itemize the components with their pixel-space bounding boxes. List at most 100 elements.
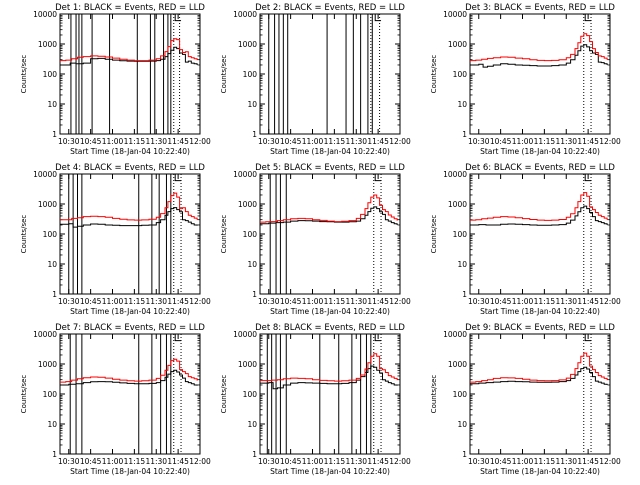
plot-frame [469, 13, 611, 135]
y-tick-label: 10000 [443, 330, 467, 339]
y-tick-label: 10 [247, 260, 257, 269]
x-tick-label: 10:45 [280, 137, 302, 146]
y-tick-label: 1000 [238, 40, 257, 49]
series-events-line [260, 206, 398, 225]
x-axis-label: Start Time (18-Jan-04 10:22:40) [270, 307, 390, 316]
x-tick-label: 11:15 [124, 457, 146, 466]
x-axis-label: Start Time (18-Jan-04 10:22:40) [480, 147, 600, 156]
det-panel-8: Det 8: BLACK = Events, RED = LLD Counts/s… [220, 323, 411, 476]
x-tick-label: 11:45 [167, 137, 189, 146]
plot-frame [259, 13, 401, 135]
y-tick-label: 1 [52, 130, 57, 139]
y-tick-label: 100 [243, 70, 258, 79]
x-axis-label: Start Time (18-Jan-04 10:22:40) [70, 147, 190, 156]
x-tick-label: 10:30 [58, 137, 80, 146]
x-axis-label: Start Time (18-Jan-04 10:22:40) [70, 307, 190, 316]
series-events-line [470, 44, 608, 68]
y-axis-label: Counts/sec [220, 375, 228, 414]
x-tick-label: 11:45 [367, 457, 389, 466]
x-tick-label: 10:30 [468, 297, 490, 306]
y-tick-label: 10000 [233, 330, 257, 339]
series-events-line [60, 369, 198, 386]
y-tick-label: 100 [43, 70, 58, 79]
y-tick-label: 1 [462, 290, 467, 299]
y-tick-label: 100 [243, 390, 258, 399]
x-axis-label: Start Time (18-Jan-04 10:22:40) [270, 467, 390, 476]
y-tick-label: 10000 [233, 170, 257, 179]
det-panel-9: Det 9: BLACK = Events, RED = LLD Counts/s… [430, 323, 621, 476]
panel-title: Det 1: BLACK = Events, RED = LLD [55, 3, 205, 13]
panel-title: Det 2: BLACK = Events, RED = LLD [255, 3, 405, 13]
y-tick-label: 10000 [33, 10, 57, 19]
x-tick-label: 11:00 [302, 457, 324, 466]
x-tick-label: 10:30 [468, 137, 490, 146]
x-tick-label: 10:45 [490, 457, 512, 466]
x-tick-label: 10:45 [280, 457, 302, 466]
x-tick-label: 12:00 [389, 297, 411, 306]
series-lld-line [260, 353, 398, 382]
x-tick-label: 11:15 [534, 457, 556, 466]
x-axis-label: Start Time (18-Jan-04 10:22:40) [70, 467, 190, 476]
y-tick-label: 10 [47, 260, 57, 269]
interval-marker [174, 14, 182, 22]
x-tick-label: 10:45 [80, 137, 102, 146]
y-tick-label: 1000 [238, 360, 257, 369]
interval-marker [174, 334, 182, 342]
y-tick-label: 10000 [233, 10, 257, 19]
x-tick-label: 11:00 [302, 137, 324, 146]
x-tick-label: 11:30 [345, 457, 367, 466]
x-tick-label: 11:45 [367, 297, 389, 306]
y-axis-label: Counts/sec [220, 55, 228, 94]
y-tick-label: 10 [457, 260, 467, 269]
x-tick-label: 11:15 [324, 137, 346, 146]
x-tick-label: 11:00 [302, 297, 324, 306]
y-tick-label: 10 [457, 100, 467, 109]
y-tick-label: 1 [252, 450, 257, 459]
plot-frame [259, 173, 401, 295]
y-axis-label: Counts/sec [430, 55, 438, 94]
x-tick-label: 11:30 [145, 457, 167, 466]
series-events-line [470, 205, 608, 226]
y-tick-label: 1 [462, 130, 467, 139]
y-tick-label: 1 [462, 450, 467, 459]
x-tick-label: 12:00 [189, 137, 211, 146]
y-tick-label: 100 [453, 390, 468, 399]
interval-marker [374, 334, 382, 342]
x-axis-label: Start Time (18-Jan-04 10:22:40) [270, 147, 390, 156]
det-panel-1: Det 1: BLACK = Events, RED = LLD Counts/s… [20, 3, 211, 156]
series-events-line [260, 365, 398, 390]
y-axis-label: Counts/sec [430, 215, 438, 254]
y-tick-label: 1000 [448, 360, 467, 369]
x-tick-label: 11:15 [324, 457, 346, 466]
x-tick-label: 12:00 [599, 457, 621, 466]
x-tick-label: 11:15 [534, 297, 556, 306]
plot-frame [59, 13, 201, 135]
x-tick-label: 11:45 [167, 297, 189, 306]
y-tick-label: 10000 [443, 10, 467, 19]
y-tick-label: 100 [43, 230, 58, 239]
series-events-line [470, 366, 608, 385]
x-tick-label: 10:30 [258, 297, 280, 306]
x-tick-label: 11:45 [367, 137, 389, 146]
panel-title: Det 5: BLACK = Events, RED = LLD [255, 163, 405, 173]
x-tick-label: 11:30 [555, 457, 577, 466]
x-axis-label: Start Time (18-Jan-04 10:22:40) [480, 307, 600, 316]
y-axis-label: Counts/sec [20, 215, 28, 254]
x-tick-label: 11:00 [512, 137, 534, 146]
x-tick-label: 11:45 [577, 297, 599, 306]
y-tick-label: 1 [52, 450, 57, 459]
plot-frame [469, 333, 611, 455]
x-tick-label: 12:00 [189, 457, 211, 466]
interval-marker [374, 14, 382, 22]
x-tick-label: 10:30 [258, 137, 280, 146]
y-tick-label: 1000 [38, 40, 57, 49]
interval-marker [584, 334, 592, 342]
panel-title: Det 8: BLACK = Events, RED = LLD [255, 323, 405, 333]
y-axis-label: Counts/sec [220, 215, 228, 254]
panel-title: Det 9: BLACK = Events, RED = LLD [465, 323, 615, 333]
x-tick-label: 11:00 [102, 137, 124, 146]
series-lld-line [60, 38, 198, 62]
det-panel-3: Det 3: BLACK = Events, RED = LLD Counts/s… [430, 3, 621, 156]
